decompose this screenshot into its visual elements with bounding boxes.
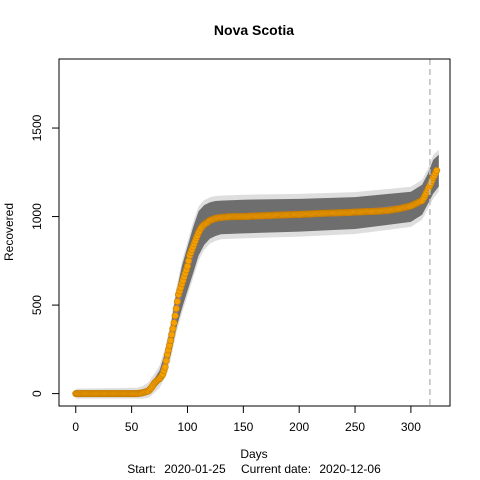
y-tick-label: 500 — [30, 295, 44, 315]
x-tick-label: 150 — [233, 420, 253, 434]
x-tick-label: 100 — [177, 420, 197, 434]
observed-point — [433, 167, 441, 175]
observed-point — [172, 305, 180, 313]
footer-current-date: 2020-12-06 — [319, 462, 381, 476]
observed-point — [171, 312, 179, 320]
x-axis-label: Days — [240, 447, 267, 461]
observed-point — [168, 331, 176, 339]
observed-point — [167, 336, 175, 344]
y-tick-label: 0 — [30, 390, 44, 397]
observed-points — [72, 167, 441, 398]
x-tick-label: 50 — [125, 420, 139, 434]
observed-point — [173, 297, 181, 305]
footer-start-label: Start: — [127, 462, 156, 476]
x-tick-label: 200 — [289, 420, 309, 434]
chart-title: Nova Scotia — [214, 22, 294, 38]
y-axis-label: Recovered — [2, 203, 16, 261]
observed-point — [161, 363, 169, 371]
observed-point — [169, 325, 177, 333]
y-tick-label: 1500 — [30, 114, 44, 141]
x-tick-label: 250 — [345, 420, 365, 434]
observed-point — [162, 357, 170, 365]
x-tick-label: 300 — [401, 420, 421, 434]
footer-start-date: 2020-01-25 — [164, 462, 226, 476]
y-tick-label: 1000 — [30, 203, 44, 230]
x-axis: 0 50 100 150 200 250 300 — [72, 405, 421, 434]
x-tick-label: 0 — [72, 420, 79, 434]
y-axis: 0 500 1000 1500 — [30, 114, 60, 397]
footer-dates: Start: 2020-01-25 Current date: 2020-12-… — [127, 462, 381, 476]
observed-point — [170, 319, 178, 327]
footer-current-label: Current date: — [241, 462, 311, 476]
